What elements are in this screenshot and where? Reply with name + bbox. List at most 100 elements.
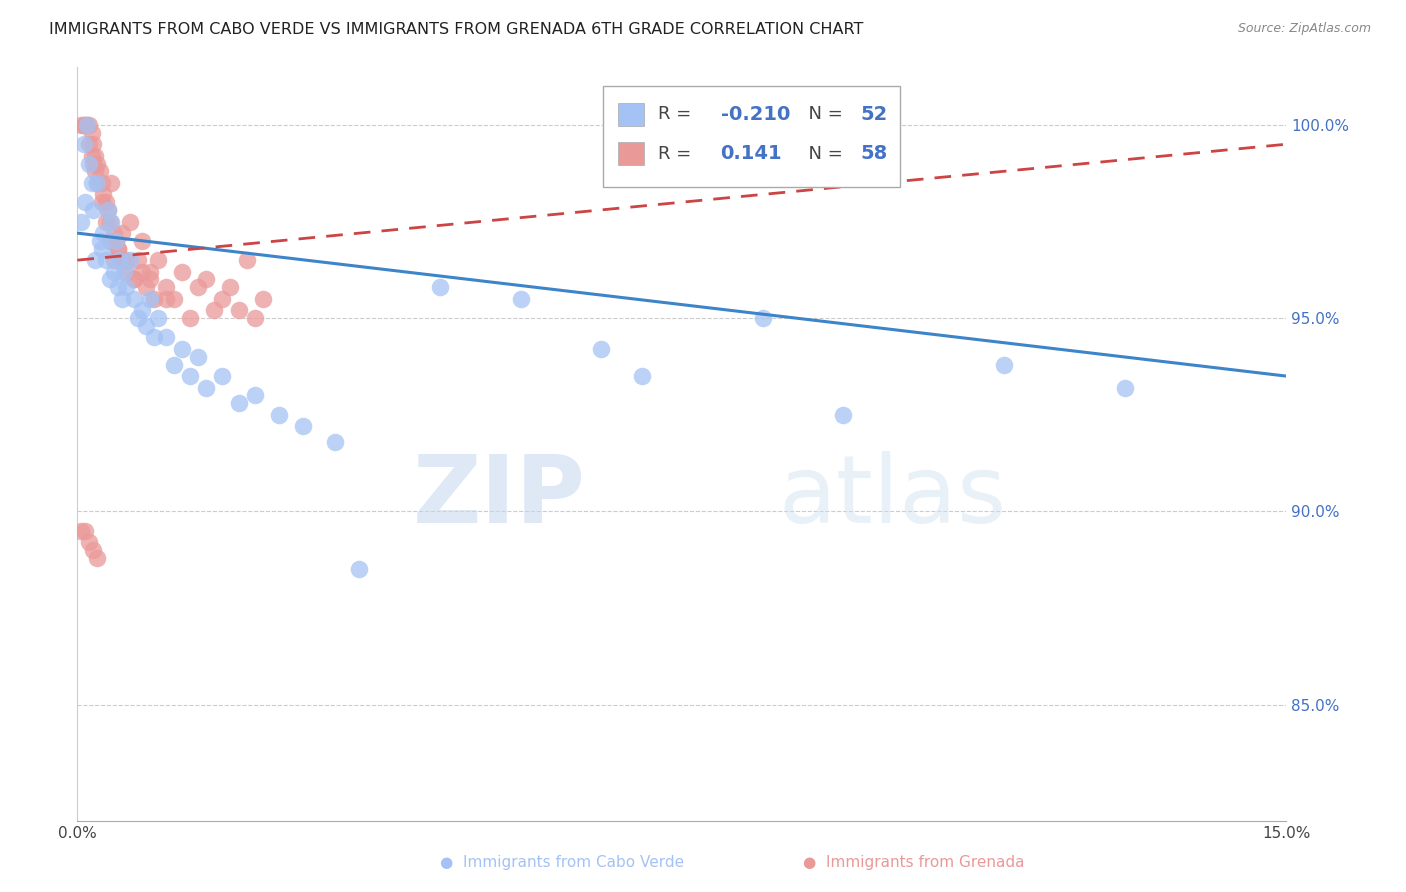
Point bbox=[751, 311, 773, 326]
Point bbox=[349, 562, 371, 576]
Point bbox=[187, 280, 209, 294]
Point bbox=[105, 234, 128, 248]
Point bbox=[111, 226, 134, 240]
Point bbox=[80, 176, 103, 190]
Point bbox=[91, 187, 114, 202]
Point bbox=[146, 253, 169, 268]
Point bbox=[107, 242, 129, 256]
FancyBboxPatch shape bbox=[603, 86, 900, 187]
Text: ZIP: ZIP bbox=[412, 450, 585, 542]
Text: IMMIGRANTS FROM CABO VERDE VS IMMIGRANTS FROM GRENADA 6TH GRADE CORRELATION CHAR: IMMIGRANTS FROM CABO VERDE VS IMMIGRANTS… bbox=[49, 22, 863, 37]
Point bbox=[112, 265, 135, 279]
Text: 52: 52 bbox=[860, 105, 889, 124]
Point bbox=[98, 272, 121, 286]
Point bbox=[84, 149, 107, 163]
Point bbox=[135, 280, 157, 294]
Point bbox=[139, 265, 162, 279]
Point bbox=[79, 137, 101, 152]
Point bbox=[228, 303, 250, 318]
Point bbox=[103, 226, 125, 240]
Point bbox=[195, 381, 218, 395]
Point bbox=[98, 214, 121, 228]
Point bbox=[142, 292, 165, 306]
Point bbox=[114, 280, 136, 294]
FancyBboxPatch shape bbox=[617, 142, 644, 165]
Point bbox=[252, 292, 274, 306]
Point bbox=[84, 253, 107, 268]
Point bbox=[243, 311, 266, 326]
Point bbox=[114, 253, 136, 268]
Point bbox=[84, 164, 107, 178]
Point bbox=[90, 195, 112, 210]
Point bbox=[163, 292, 186, 306]
Point bbox=[103, 265, 125, 279]
Point bbox=[94, 195, 117, 210]
Point bbox=[155, 280, 177, 294]
Point bbox=[211, 369, 233, 384]
Point bbox=[73, 118, 96, 132]
Point bbox=[107, 280, 129, 294]
Point bbox=[131, 303, 153, 318]
Point bbox=[89, 234, 111, 248]
Point bbox=[108, 253, 131, 268]
Point bbox=[243, 388, 266, 402]
Point bbox=[103, 253, 125, 268]
Point bbox=[94, 214, 117, 228]
Text: atlas: atlas bbox=[779, 450, 1007, 542]
Point bbox=[82, 202, 104, 217]
Point bbox=[111, 292, 134, 306]
Point bbox=[122, 272, 145, 286]
Text: 58: 58 bbox=[860, 145, 889, 163]
Point bbox=[80, 126, 103, 140]
Point bbox=[70, 524, 93, 538]
Point bbox=[630, 369, 652, 384]
Point bbox=[118, 214, 141, 228]
Text: Source: ZipAtlas.com: Source: ZipAtlas.com bbox=[1237, 22, 1371, 36]
Point bbox=[70, 214, 93, 228]
Point bbox=[79, 118, 101, 132]
Point bbox=[75, 524, 97, 538]
Point bbox=[142, 330, 165, 344]
Point bbox=[111, 253, 134, 268]
Text: R =: R = bbox=[658, 145, 703, 162]
Point bbox=[195, 272, 218, 286]
Point bbox=[105, 234, 128, 248]
Point bbox=[89, 164, 111, 178]
Text: ●  Immigrants from Cabo Verde: ● Immigrants from Cabo Verde bbox=[440, 855, 685, 870]
Point bbox=[187, 350, 209, 364]
Point bbox=[97, 202, 120, 217]
Text: 0.141: 0.141 bbox=[721, 145, 782, 163]
Point bbox=[76, 118, 98, 132]
Point bbox=[163, 358, 186, 372]
Point bbox=[75, 118, 97, 132]
Point bbox=[127, 311, 149, 326]
Point bbox=[219, 280, 242, 294]
Point bbox=[107, 242, 129, 256]
Point bbox=[323, 434, 346, 449]
Point bbox=[131, 265, 153, 279]
Point bbox=[202, 303, 225, 318]
Point bbox=[155, 330, 177, 344]
FancyBboxPatch shape bbox=[617, 103, 644, 126]
Point bbox=[98, 234, 121, 248]
Point bbox=[82, 156, 104, 170]
Point bbox=[114, 265, 136, 279]
Text: N =: N = bbox=[797, 105, 848, 123]
Point bbox=[86, 176, 108, 190]
Point bbox=[82, 543, 104, 558]
Point bbox=[118, 253, 141, 268]
Point bbox=[97, 202, 120, 217]
Point bbox=[179, 311, 201, 326]
Point bbox=[139, 272, 162, 286]
Point bbox=[179, 369, 201, 384]
Point bbox=[267, 408, 290, 422]
Text: ●  Immigrants from Grenada: ● Immigrants from Grenada bbox=[803, 855, 1025, 870]
Point bbox=[86, 156, 108, 170]
Point bbox=[429, 280, 451, 294]
Point bbox=[146, 311, 169, 326]
Point bbox=[211, 292, 233, 306]
Point bbox=[75, 195, 97, 210]
Point bbox=[100, 214, 122, 228]
Point bbox=[86, 176, 108, 190]
Text: N =: N = bbox=[797, 145, 848, 162]
